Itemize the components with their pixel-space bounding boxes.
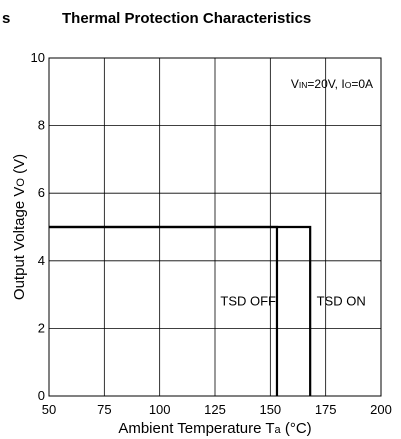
annotation-label: TSD ON <box>317 293 366 308</box>
x-axis-label: Ambient Temperature Ta (°C) <box>118 420 311 437</box>
x-tick-label: 50 <box>42 402 56 417</box>
y-tick-label: 6 <box>38 185 45 200</box>
series-line-2 <box>49 225 312 396</box>
x-tick-label: 125 <box>204 402 226 417</box>
annotation-label: TSD OFF <box>220 293 276 308</box>
condition-label: VIN=20V, IO=0A <box>291 77 373 91</box>
series-line-1 <box>49 225 279 396</box>
chart-title: Thermal Protection Characteristics <box>62 10 312 27</box>
figure-fragment: s <box>2 10 11 27</box>
y-tick-label: 2 <box>38 320 45 335</box>
annotations: TSD OFF TSD ON <box>220 293 365 308</box>
x-tick-label: 75 <box>97 402 111 417</box>
x-tick-label: 200 <box>370 402 392 417</box>
y-tick-labels: 0 2 4 6 8 10 <box>31 50 45 403</box>
x-tick-labels: 50 75 100 125 150 175 200 <box>42 402 392 417</box>
series-group <box>49 225 312 396</box>
x-tick-label: 175 <box>315 402 337 417</box>
y-tick-label: 10 <box>31 50 45 65</box>
y-axis-label: Output Voltage VO (V) <box>11 154 28 300</box>
y-tick-label: 4 <box>38 253 45 268</box>
y-tick-label: 8 <box>38 118 45 133</box>
x-tick-label: 100 <box>149 402 171 417</box>
y-tick-label: 0 <box>38 388 45 403</box>
x-tick-label: 150 <box>259 402 281 417</box>
